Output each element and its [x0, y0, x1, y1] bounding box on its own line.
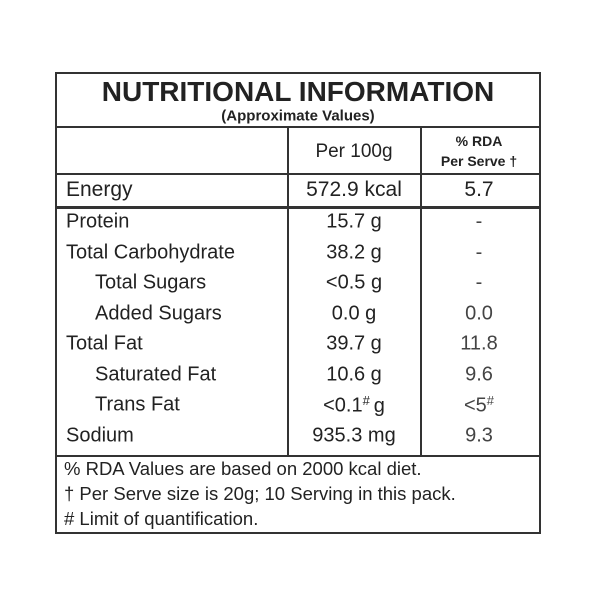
row-name: Saturated Fat — [95, 363, 217, 385]
per-100g: 0.0 g — [332, 302, 376, 325]
rda: 0.0 — [465, 302, 493, 325]
footnote: % RDA Values are based on 2000 kcal diet… — [64, 458, 422, 479]
title: NUTRITIONAL INFORMATION — [101, 76, 495, 107]
superscript: # — [362, 392, 370, 408]
column-header: Per Serve † — [440, 153, 518, 169]
rda: 9.3 — [465, 424, 493, 447]
row-name: Protein — [66, 210, 130, 233]
row-name: Total Fat — [66, 332, 143, 355]
per-100g: <0.1# g — [323, 393, 385, 418]
value-part: g — [373, 394, 385, 417]
divider — [57, 206, 539, 209]
value-part: 0.0 g — [331, 302, 377, 324]
rda: 11.8 — [460, 333, 497, 356]
superscript: # — [486, 392, 495, 408]
row-name: Trans Fat — [95, 393, 180, 416]
value-part: 9.3 — [465, 424, 493, 446]
per-100g: 10.6 g — [326, 363, 382, 386]
value-part: 15.7 g — [326, 210, 382, 233]
divider — [57, 126, 539, 128]
rda: - — [476, 241, 483, 264]
per-100g: 572.9 kcal — [306, 178, 402, 201]
nutrition-table: NUTRITIONAL INFORMATION (Approximate Val… — [55, 72, 541, 534]
row-name: Energy — [66, 178, 133, 201]
value-part: <5 — [463, 394, 487, 417]
row-name: Added Sugars — [95, 302, 222, 324]
rda: - — [476, 272, 483, 295]
footnote: # Limit of quantification. — [64, 508, 259, 529]
value-part: 0.0 — [465, 302, 493, 324]
row-name: Sodium — [66, 424, 134, 446]
value-part: 9.6 — [465, 363, 493, 385]
value-part: - — [475, 210, 483, 233]
per-100g: 935.3 mg — [312, 424, 395, 447]
row-name: Total Sugars — [95, 271, 207, 294]
divider — [57, 455, 539, 457]
subtitle: (Approximate Values) — [221, 107, 375, 125]
rda: 5.7 — [464, 178, 494, 201]
per-100g: <0.5 g — [326, 272, 382, 295]
row-name: Total Carbohydrate — [66, 241, 235, 263]
footnote: † Per Serve size is 20g; 10 Serving in t… — [64, 483, 456, 504]
column-divider — [287, 126, 289, 457]
value-part: - — [475, 241, 483, 263]
value-part: - — [475, 271, 483, 294]
column-header: Per 100g — [315, 141, 393, 162]
value-part: 11.8 — [460, 332, 498, 355]
value-part: <0.5 g — [325, 271, 383, 294]
rda: 9.6 — [465, 363, 493, 386]
rda: - — [476, 211, 483, 234]
value-part: 39.7 g — [326, 332, 382, 355]
value-part: 10.6 g — [326, 363, 382, 385]
value-part: 935.3 mg — [312, 424, 396, 446]
column-header: % RDA — [455, 133, 503, 149]
divider — [57, 173, 539, 175]
column-divider — [420, 126, 422, 457]
value-part: 38.2 g — [326, 241, 382, 263]
per-100g: 38.2 g — [326, 241, 382, 264]
rda: <5# — [464, 393, 494, 418]
value-part: <0.1 — [323, 394, 363, 417]
per-100g: 15.7 g — [326, 211, 382, 234]
per-100g: 39.7 g — [326, 333, 382, 356]
